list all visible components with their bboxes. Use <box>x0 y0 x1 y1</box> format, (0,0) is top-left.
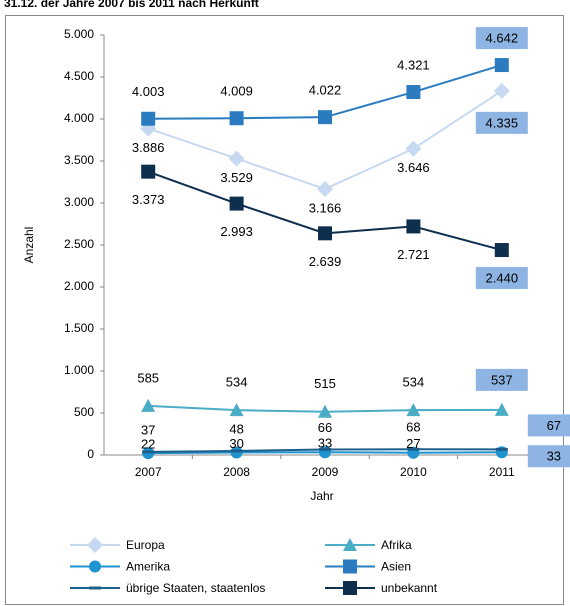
marker <box>318 404 332 418</box>
label-box <box>527 445 570 468</box>
chart-title: 31.12. der Jahre 2007 bis 2011 nach Herk… <box>4 0 259 10</box>
data-label: 4.321 <box>397 57 430 72</box>
y-tick-label: 2.000 <box>64 279 94 293</box>
marker <box>228 150 245 167</box>
legend-label: Afrika <box>381 538 412 552</box>
data-label: 27 <box>406 436 420 451</box>
legend-label: unbekannt <box>381 581 438 595</box>
x-tick-label: 2008 <box>223 465 250 479</box>
marker <box>407 447 420 451</box>
data-label: 67 <box>547 418 561 433</box>
data-label: 30 <box>229 436 243 451</box>
legend-marker <box>89 586 101 590</box>
y-tick-label: 1.500 <box>64 321 94 335</box>
x-tick-label: 2010 <box>400 465 427 479</box>
marker <box>406 85 421 100</box>
marker <box>406 403 421 417</box>
y-tick-label: 5.000 <box>64 27 94 41</box>
data-label: 3.166 <box>309 200 342 215</box>
data-label: 66 <box>318 420 332 435</box>
data-label: 2.721 <box>397 247 430 262</box>
x-axis-label: Jahr <box>310 489 333 503</box>
marker <box>141 164 156 179</box>
marker <box>405 140 422 157</box>
label-box <box>475 111 528 134</box>
label-box <box>475 368 528 391</box>
marker <box>494 58 509 73</box>
legend-marker <box>343 559 357 574</box>
marker <box>494 243 509 258</box>
data-label: 4.009 <box>220 84 253 99</box>
marker <box>319 447 331 451</box>
marker <box>229 196 244 211</box>
label-box <box>475 27 528 50</box>
marker <box>141 398 156 412</box>
y-tick-label: 1.000 <box>64 363 94 377</box>
legend-label: übrige Staaten, staatenlos <box>126 581 265 595</box>
y-tick-label: 3.500 <box>64 153 94 167</box>
data-label: 4.003 <box>132 84 165 99</box>
marker <box>495 447 508 451</box>
data-label: 585 <box>137 370 159 385</box>
data-label: 33 <box>318 436 332 451</box>
marker <box>318 110 332 125</box>
marker <box>141 111 156 126</box>
data-label: 2.639 <box>309 254 342 269</box>
legend-label: Amerika <box>126 560 170 574</box>
x-tick-label: 2009 <box>312 465 339 479</box>
marker <box>494 402 509 416</box>
data-label: 3.373 <box>132 192 165 207</box>
marker <box>229 403 244 417</box>
label-box <box>475 267 528 290</box>
legend-label: Europa <box>126 538 165 552</box>
marker <box>142 450 155 454</box>
marker <box>318 226 332 241</box>
label-box <box>527 414 570 437</box>
marker <box>229 111 244 126</box>
marker <box>230 449 243 453</box>
x-tick-label: 2007 <box>135 465 162 479</box>
data-label: 2.440 <box>486 270 519 285</box>
y-tick-label: 2.500 <box>64 237 94 251</box>
y-tick-label: 0 <box>87 447 94 461</box>
data-label: 37 <box>141 422 155 437</box>
y-tick-label: 4.000 <box>64 111 94 125</box>
legend-marker <box>343 538 357 551</box>
data-label: 33 <box>547 449 561 464</box>
data-label: 3.529 <box>220 170 253 185</box>
y-tick-label: 4.500 <box>64 69 94 83</box>
marker <box>493 82 510 99</box>
marker <box>140 120 157 137</box>
data-label: 68 <box>406 420 420 435</box>
data-label: 4.022 <box>309 83 342 98</box>
data-label: 4.335 <box>486 115 519 130</box>
data-label: 534 <box>403 375 425 390</box>
data-label: 534 <box>226 375 248 390</box>
legend-marker <box>87 537 103 553</box>
y-tick-label: 3.000 <box>64 195 94 209</box>
data-label: 2.993 <box>220 224 253 239</box>
marker <box>406 219 421 234</box>
data-label: 22 <box>141 437 155 452</box>
data-label: 3.886 <box>132 140 165 155</box>
chart-frame <box>5 15 564 605</box>
data-label: 515 <box>314 376 336 391</box>
legend-marker <box>343 581 357 595</box>
x-tick-label: 2011 <box>489 465 515 479</box>
y-tick-label: 500 <box>74 405 94 419</box>
data-label: 537 <box>491 372 513 387</box>
series-line <box>147 90 503 191</box>
data-label: 4.642 <box>486 31 519 46</box>
data-label: 3.646 <box>397 160 430 175</box>
legend-marker <box>89 560 101 573</box>
legend-label: Asien <box>381 560 411 574</box>
marker <box>317 181 333 198</box>
y-axis-label: Anzahl <box>22 227 36 264</box>
data-label: 48 <box>229 421 243 436</box>
